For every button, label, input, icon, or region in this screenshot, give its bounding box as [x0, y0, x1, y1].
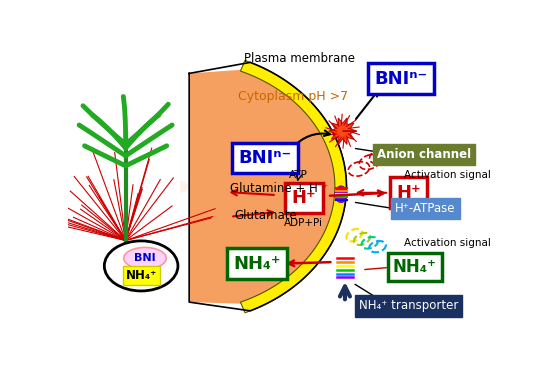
Polygon shape: [126, 104, 171, 144]
Polygon shape: [329, 118, 356, 144]
Polygon shape: [77, 125, 126, 156]
Polygon shape: [126, 125, 174, 156]
Polygon shape: [82, 146, 126, 166]
Text: H⁺: H⁺: [396, 184, 421, 202]
Text: BNI: BNI: [134, 253, 156, 263]
Text: ADP+Pi: ADP+Pi: [285, 218, 323, 228]
Text: NH₄⁺: NH₄⁺: [393, 258, 437, 276]
Polygon shape: [80, 106, 126, 144]
Text: NH₄⁺: NH₄⁺: [125, 269, 157, 282]
Ellipse shape: [124, 247, 166, 269]
Polygon shape: [240, 60, 347, 313]
Text: Glutamate: Glutamate: [234, 209, 297, 222]
Text: NH₄⁺ transporter: NH₄⁺ transporter: [359, 300, 458, 312]
Text: H⁺-ATPase: H⁺-ATPase: [395, 202, 456, 215]
Text: ⁺: ⁺: [322, 183, 328, 195]
Polygon shape: [126, 146, 169, 166]
Text: BNIⁿ⁻: BNIⁿ⁻: [374, 70, 427, 88]
Text: BNIⁿ⁻: BNIⁿ⁻: [239, 149, 292, 167]
Text: NH₄⁺: NH₄⁺: [234, 255, 281, 273]
Text: Activation signal: Activation signal: [404, 170, 491, 180]
Text: Activation signal: Activation signal: [404, 238, 491, 248]
Text: ATP: ATP: [289, 170, 308, 180]
Text: Glutamine + H: Glutamine + H: [230, 183, 318, 195]
Polygon shape: [180, 181, 188, 192]
Text: Anion channel: Anion channel: [377, 148, 471, 161]
Polygon shape: [189, 70, 339, 304]
Text: H⁺: H⁺: [292, 189, 316, 207]
Text: Cytoplasm pH >7: Cytoplasm pH >7: [238, 90, 348, 103]
Ellipse shape: [335, 186, 347, 203]
Text: Plasma membrane: Plasma membrane: [245, 52, 355, 64]
